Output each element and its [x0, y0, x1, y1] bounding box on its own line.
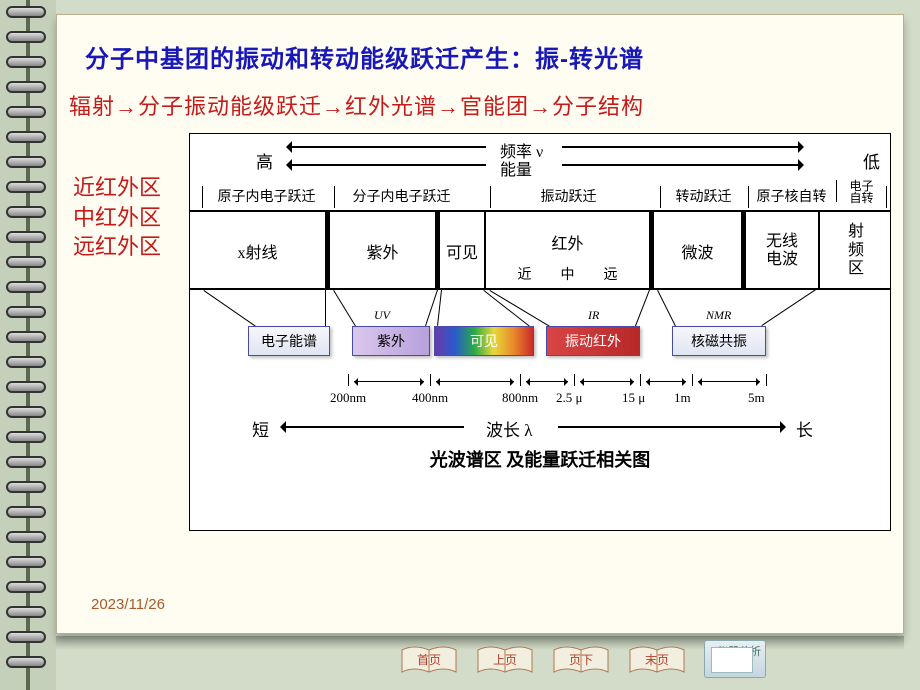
- band-cell: 红外近中远: [486, 212, 654, 290]
- nav-prev[interactable]: 上页: [476, 642, 534, 678]
- band-cell: 紫外: [330, 212, 440, 290]
- transition-cell: 振动跃迁: [490, 186, 646, 208]
- wavelength-axis: 短 波长 λ 长: [190, 414, 890, 444]
- spec-box: 可见: [434, 326, 534, 356]
- freq-energy-arrows: 高 频率 ν 能量 低: [190, 134, 890, 180]
- arrow-energy-left: [290, 164, 486, 166]
- band-cell: 无线电波: [746, 212, 820, 290]
- band-cell: 微波: [654, 212, 746, 290]
- nav-last[interactable]: 末页: [628, 642, 686, 678]
- nav-first[interactable]: 首页: [400, 642, 458, 678]
- spectrum-diagram: 高 频率 ν 能量 低 原子内电子跃迁分子内电子跃迁振动跃迁转动跃迁原子核自转电…: [189, 133, 891, 531]
- transition-cell: 原子内电子跃迁: [202, 186, 330, 208]
- arrow-energy-right: [562, 164, 800, 166]
- band-cell: 射频区: [820, 212, 892, 290]
- spiral-binding: [0, 0, 56, 690]
- label-energy: 能量: [500, 156, 532, 180]
- slide-title: 分子中基团的振动和转动能级跃迁产生：振-转光谱: [85, 39, 644, 74]
- concept-chain: 辐射→分子振动能级跃迁→红外光谱→官能团→分子结构: [69, 89, 644, 121]
- spec-box: 振动红外: [546, 326, 640, 356]
- transition-cell: 电子自转: [836, 180, 886, 202]
- nav-bar: 首页 上页 页下 末页 仪器分析: [400, 640, 766, 678]
- band-cell: x射线: [190, 212, 330, 290]
- label-long: 长: [796, 416, 813, 441]
- label-high: 高: [256, 148, 273, 173]
- label-ir: IR: [588, 308, 599, 323]
- band-row: x射线紫外可见红外近中远微波无线电波射频区: [190, 210, 890, 288]
- label-uv: UV: [374, 308, 390, 323]
- nav-next[interactable]: 页下: [552, 642, 610, 678]
- spec-box: 紫外: [352, 326, 430, 356]
- label-low: 低: [863, 148, 880, 173]
- diagram-caption: 光波谱区 及能量跃迁相关图: [190, 444, 890, 472]
- arrow-lambda-right: [558, 426, 782, 428]
- label-lambda: 波长 λ: [486, 416, 533, 441]
- spec-box: 电子能谱: [248, 326, 330, 356]
- nav-analyzer[interactable]: 仪器分析: [704, 640, 766, 678]
- wavelength-ruler: 200nm400nm800nm2.5 μ15 μ1m5m: [190, 376, 890, 414]
- spectroscopy-row: UV IR NMR 电子能谱紫外可见振动红外 核磁共振: [190, 288, 890, 376]
- ir-region-list: 近红外区中红外区远红外区: [73, 173, 161, 262]
- label-short: 短: [252, 416, 269, 441]
- transition-cell: 原子核自转: [748, 186, 834, 208]
- transition-cell: 分子内电子跃迁: [334, 186, 468, 208]
- transition-cell: 转动跃迁: [660, 186, 746, 208]
- arrow-freq-left: [290, 146, 486, 148]
- arrow-freq-right: [562, 146, 800, 148]
- label-nmr: NMR: [706, 308, 731, 323]
- analyzer-label: 仪器分析: [717, 643, 761, 659]
- spec-box: 核磁共振: [672, 326, 766, 356]
- slide-date: 2023/11/26: [91, 596, 165, 613]
- transition-row: 原子内电子跃迁分子内电子跃迁振动跃迁转动跃迁原子核自转电子自转: [190, 180, 890, 210]
- slide-card: 分子中基团的振动和转动能级跃迁产生：振-转光谱 辐射→分子振动能级跃迁→红外光谱…: [56, 14, 904, 634]
- band-cell: 可见: [440, 212, 486, 290]
- arrow-lambda-left: [284, 426, 464, 428]
